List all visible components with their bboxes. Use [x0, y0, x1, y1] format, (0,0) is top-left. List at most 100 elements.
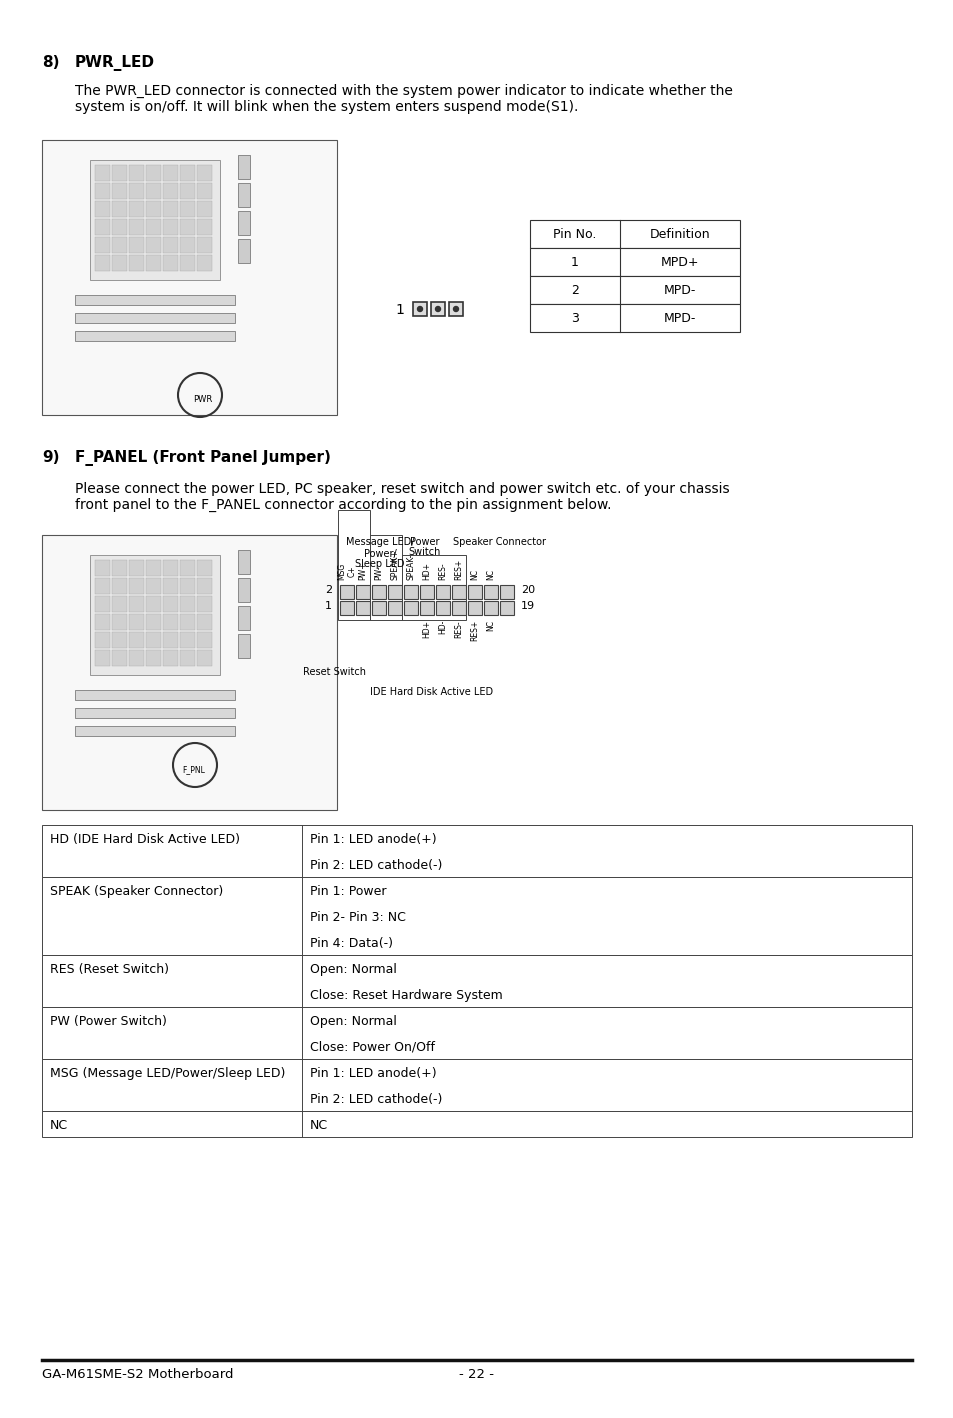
Bar	[237, 579, 250, 603]
Text: Pin 2: LED cathode(-): Pin 2: LED cathode(-)	[310, 1093, 442, 1106]
Circle shape	[417, 306, 422, 312]
Bar	[42, 1059, 911, 1110]
Bar	[180, 218, 194, 235]
Text: 1: 1	[395, 303, 403, 318]
Bar	[129, 579, 144, 594]
Text: F_PNL: F_PNL	[182, 766, 205, 774]
Bar	[530, 303, 740, 332]
Bar	[75, 708, 234, 718]
Text: Message LED/: Message LED/	[345, 537, 414, 547]
Bar	[452, 601, 465, 615]
Bar	[483, 586, 497, 598]
Bar	[129, 201, 144, 217]
Text: F_PANEL (Front Panel Jumper): F_PANEL (Front Panel Jumper)	[75, 450, 331, 467]
Text: RES+: RES+	[470, 620, 479, 641]
Text: Close: Power On/Off: Close: Power On/Off	[310, 1041, 435, 1054]
Bar	[129, 164, 144, 182]
Bar	[146, 579, 161, 594]
Bar	[42, 1110, 911, 1137]
Bar	[112, 649, 127, 666]
Bar	[163, 649, 178, 666]
Bar	[388, 586, 401, 598]
Text: Open: Normal: Open: Normal	[310, 1015, 396, 1028]
Text: HD-: HD-	[438, 620, 447, 634]
Bar	[196, 596, 212, 613]
Bar	[95, 579, 110, 594]
Bar	[419, 601, 434, 615]
Bar	[196, 649, 212, 666]
Bar	[146, 560, 161, 576]
Bar	[42, 876, 911, 954]
Bar	[372, 586, 386, 598]
Bar	[95, 560, 110, 576]
Text: The PWR_LED connector is connected with the system power indicator to indicate w: The PWR_LED connector is connected with …	[75, 84, 732, 115]
Text: Reset Switch: Reset Switch	[303, 666, 366, 676]
Bar	[413, 302, 427, 316]
Text: SPEAK (Speaker Connector): SPEAK (Speaker Connector)	[50, 885, 223, 898]
Bar	[163, 632, 178, 648]
Text: Pin 1: Power: Pin 1: Power	[310, 885, 386, 898]
Text: Pin 1: LED anode(+): Pin 1: LED anode(+)	[310, 1066, 436, 1081]
Bar	[129, 596, 144, 613]
Bar	[95, 183, 110, 199]
Bar	[180, 255, 194, 271]
Text: 1: 1	[325, 601, 332, 611]
Bar	[180, 237, 194, 252]
Bar	[129, 183, 144, 199]
Bar	[112, 164, 127, 182]
Text: GA-M61SME-S2 Motherboard: GA-M61SME-S2 Motherboard	[42, 1368, 233, 1381]
Bar	[180, 614, 194, 630]
Bar	[530, 220, 740, 248]
Bar	[146, 596, 161, 613]
Text: NC: NC	[486, 569, 495, 580]
Bar	[196, 560, 212, 576]
Bar	[112, 596, 127, 613]
Bar	[237, 155, 250, 179]
Bar	[431, 302, 444, 316]
Bar	[75, 313, 234, 323]
Bar	[90, 554, 220, 675]
Text: HD+: HD+	[422, 562, 431, 580]
Bar	[180, 201, 194, 217]
Bar	[112, 201, 127, 217]
Text: Definition: Definition	[649, 227, 710, 241]
Bar	[129, 560, 144, 576]
Bar	[499, 586, 514, 598]
Bar	[339, 586, 354, 598]
Bar	[355, 601, 370, 615]
Bar	[180, 579, 194, 594]
Bar	[112, 255, 127, 271]
Text: 3: 3	[571, 312, 578, 325]
Bar	[42, 535, 336, 810]
Text: RES-: RES-	[438, 563, 447, 580]
Bar	[163, 560, 178, 576]
Text: IDE Hard Disk Active LED: IDE Hard Disk Active LED	[370, 686, 493, 698]
Text: Pin 1: LED anode(+): Pin 1: LED anode(+)	[310, 832, 436, 847]
Bar	[196, 183, 212, 199]
Bar	[112, 632, 127, 648]
Bar	[196, 201, 212, 217]
Bar	[112, 218, 127, 235]
Text: NC: NC	[310, 1119, 328, 1132]
Bar	[112, 614, 127, 630]
Bar	[112, 579, 127, 594]
Text: HD (IDE Hard Disk Active LED): HD (IDE Hard Disk Active LED)	[50, 832, 240, 847]
Text: Pin 2- Pin 3: NC: Pin 2- Pin 3: NC	[310, 910, 405, 925]
Text: RES-: RES-	[454, 620, 463, 638]
Bar	[163, 614, 178, 630]
Text: Speaker Connector: Speaker Connector	[453, 537, 546, 547]
Bar	[95, 649, 110, 666]
Text: Power/: Power/	[363, 549, 395, 559]
Bar	[196, 218, 212, 235]
Bar	[163, 164, 178, 182]
Text: - 22 -: - 22 -	[459, 1368, 494, 1381]
Bar	[95, 596, 110, 613]
Text: Pin 2: LED cathode(-): Pin 2: LED cathode(-)	[310, 859, 442, 872]
Bar	[468, 601, 481, 615]
Text: 8): 8)	[42, 55, 59, 69]
Text: PW-: PW-	[375, 566, 383, 580]
Circle shape	[435, 306, 440, 312]
Text: PW (Power Switch): PW (Power Switch)	[50, 1015, 167, 1028]
Bar	[196, 614, 212, 630]
Text: 9): 9)	[42, 450, 59, 465]
